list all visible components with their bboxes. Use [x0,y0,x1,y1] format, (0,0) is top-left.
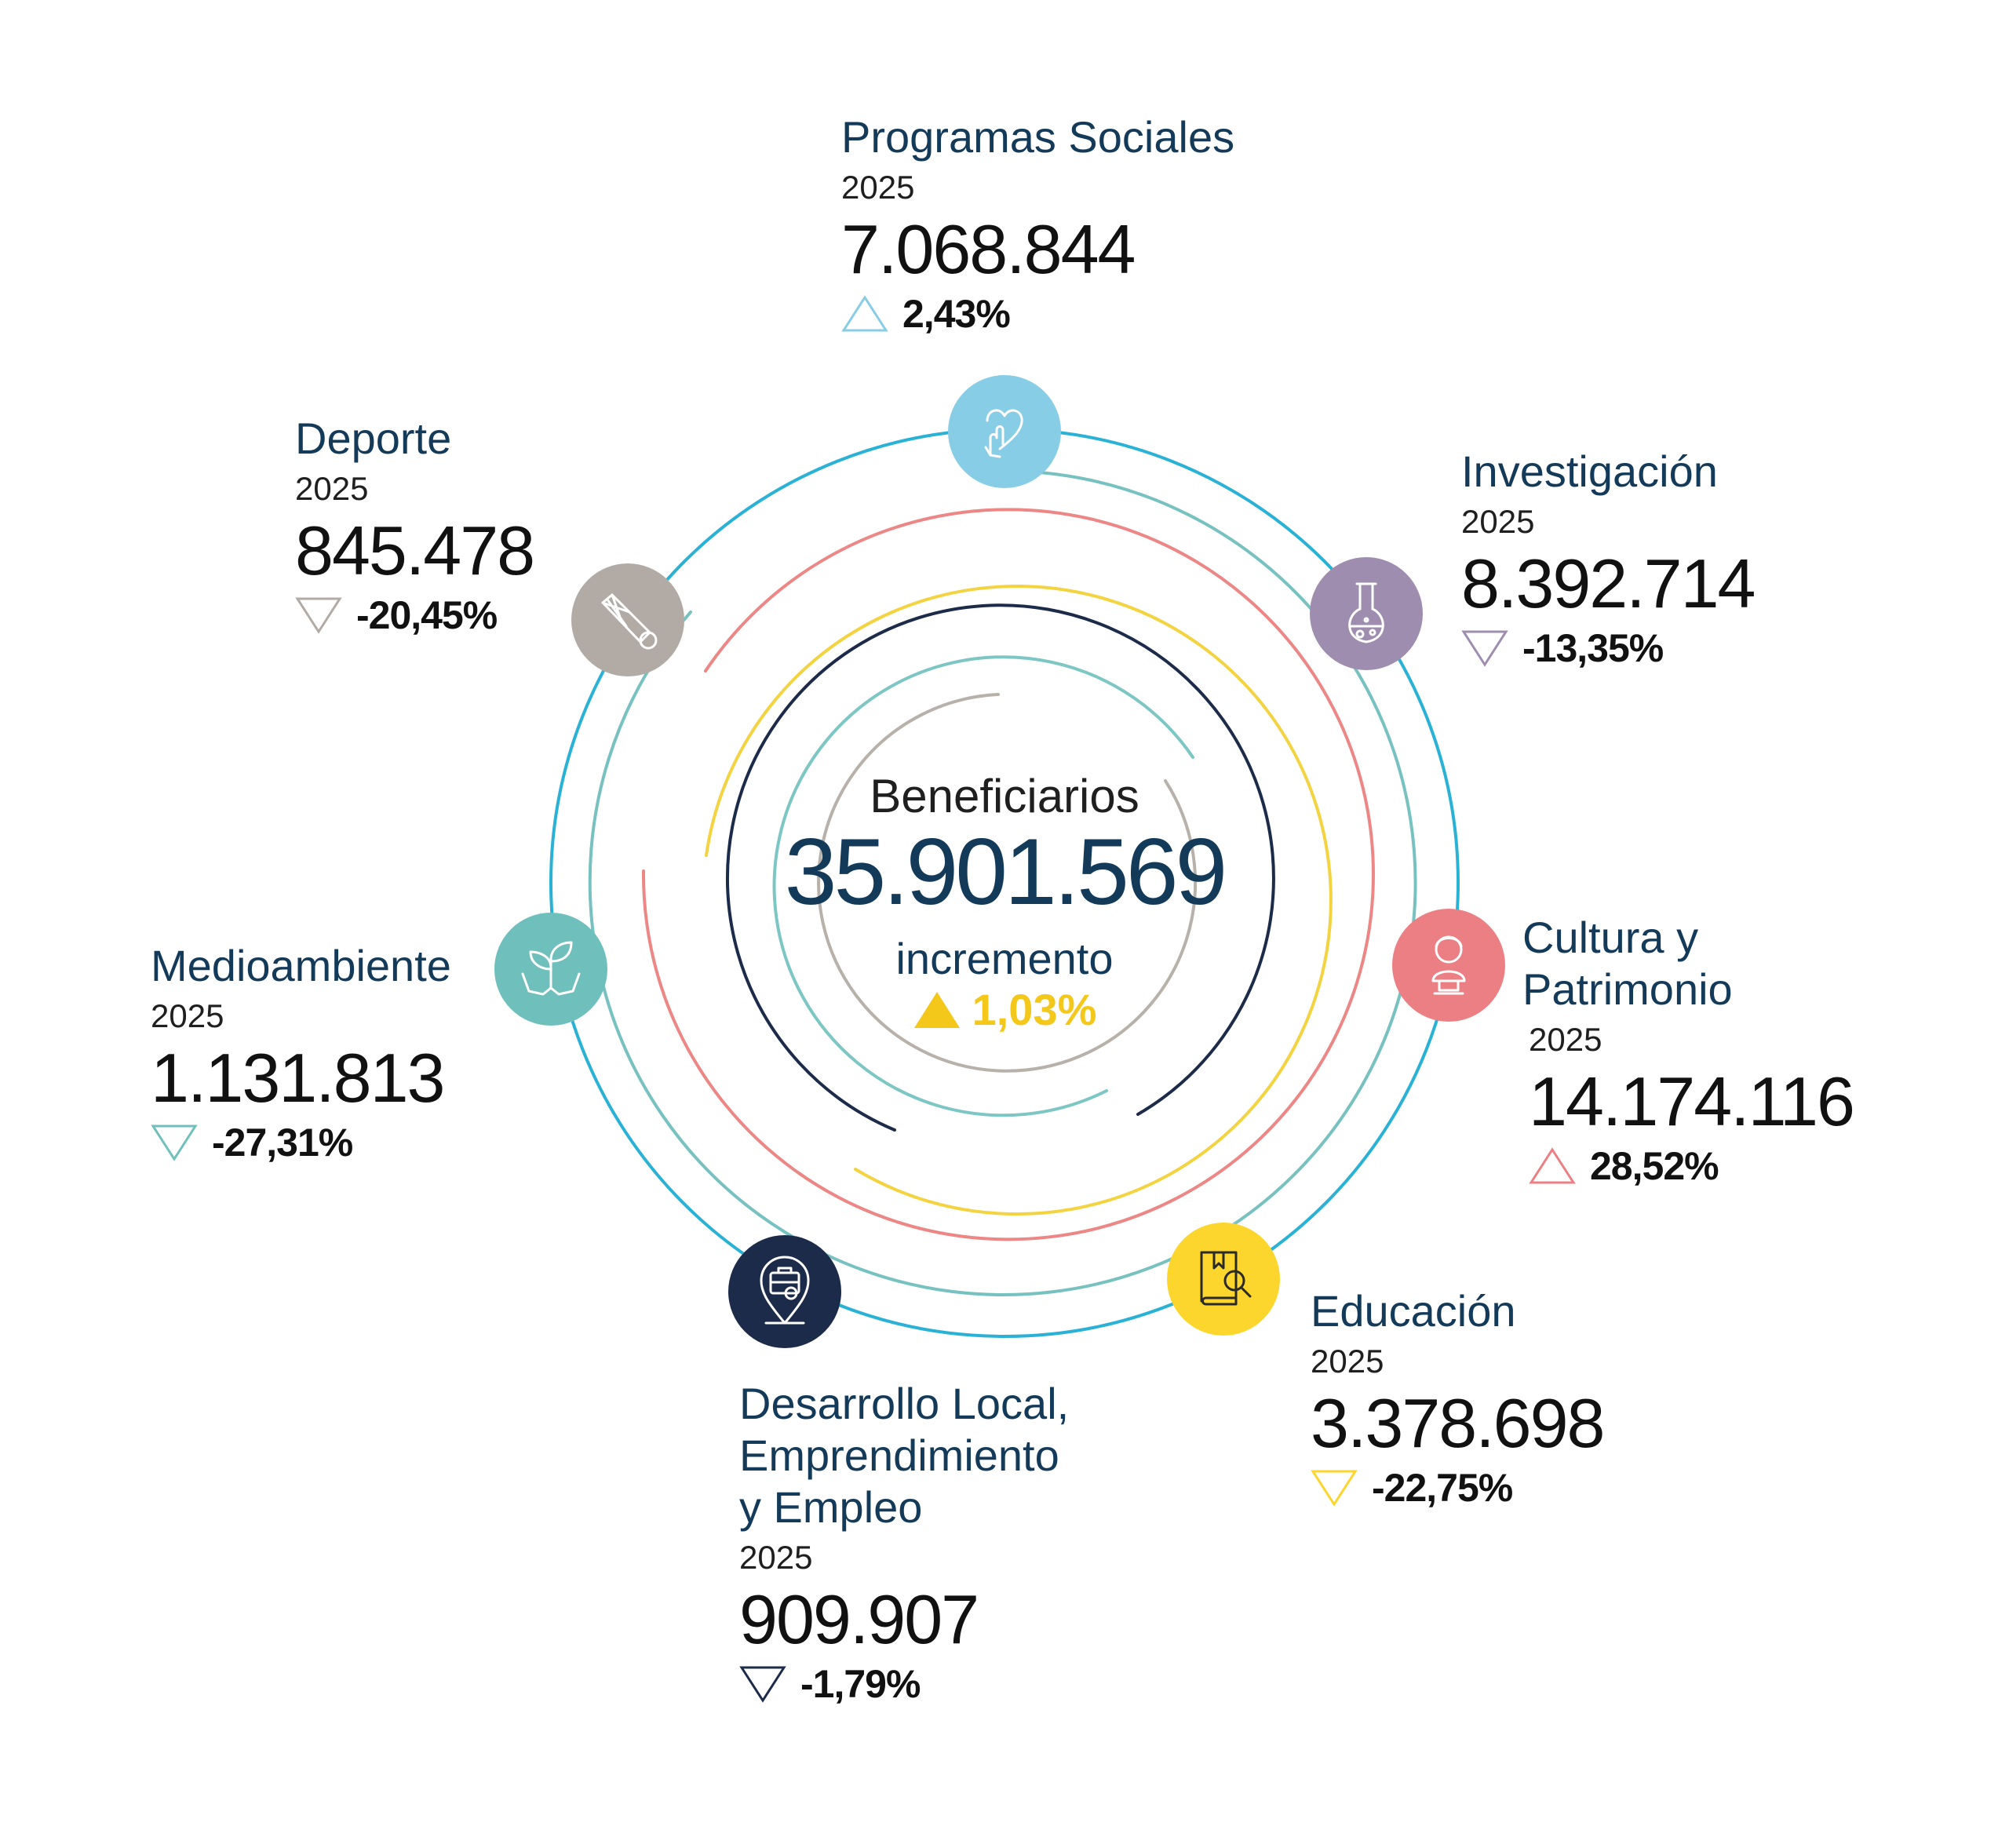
triangle-down-outline-icon [1461,630,1508,667]
category-change: 2,43% [841,292,1234,336]
heart-hand-icon [948,375,1061,488]
category-title: Investigación [1461,447,1718,496]
category-change-percent: -27,31% [212,1121,353,1165]
category-cultura-patrimonio: Cultura y Patrimonio 2025 14.174.116 28,5… [1522,912,1855,1188]
center-sub-label: incremento [895,934,1114,983]
category-change: 28,52% [1529,1144,1854,1188]
center-summary: Beneficiarios 35.901.569 incremento 1,03… [769,769,1240,1034]
ring-navy [725,603,1275,1132]
category-year: 2025 [295,470,369,507]
center-change-percent: 1,03% [972,985,1097,1034]
category-title: Deporte [295,414,452,463]
center-label: Beneficiarios [870,770,1139,822]
category-change-percent: 28,52% [1590,1144,1719,1188]
category-change-percent: -1,79% [800,1662,921,1706]
category-change: -1,79% [739,1662,1069,1706]
category-change-percent: -13,35% [1522,626,1664,670]
briefcase-pin-icon [728,1235,841,1348]
category-title: Cultura y Patrimonio [1522,913,1733,1014]
category-title: Programas Sociales [841,112,1235,162]
flask-icon [1310,557,1423,670]
category-medioambiente: Medioambiente 2025 1.131.813 -27,31% [151,940,451,1165]
category-change: -20,45% [295,593,534,637]
category-year: 2025 [739,1539,813,1576]
category-year: 2025 [1311,1343,1384,1380]
ring-salmon [641,508,1375,1241]
category-value: 3.378.698 [1311,1384,1605,1462]
category-investigacion: Investigación 2025 8.392.714 -13,35% [1461,446,1756,670]
book-search-icon [1167,1223,1280,1336]
category-change-percent: 2,43% [902,292,1011,336]
category-value: 845.478 [295,512,535,589]
category-value: 14.174.116 [1529,1063,1855,1140]
category-value: 1.131.813 [151,1039,445,1117]
category-change-percent: -20,45% [356,593,498,637]
category-year: 2025 [151,997,224,1034]
category-year: 2025 [841,169,915,206]
category-value: 909.907 [739,1580,979,1658]
category-educacion: Educación 2025 3.378.698 -22,75% [1311,1285,1605,1510]
triangle-up-outline-icon [1529,1147,1576,1184]
category-programas-sociales: Programas Sociales 2025 7.068.844 2,43% [841,111,1234,336]
category-change-percent: -22,75% [1372,1466,1513,1510]
category-year: 2025 [1461,503,1535,540]
plant-hands-icon [494,913,607,1026]
category-change: -22,75% [1311,1466,1604,1510]
category-value: 8.392.714 [1461,545,1756,622]
category-title: Educación [1311,1286,1516,1336]
center-total-value: 35.901.569 [784,819,1228,924]
category-title: Desarrollo Local, Emprendimiento y Empleo [739,1379,1070,1532]
shuttlecock-icon [571,563,684,676]
ring-yellow [705,585,1333,1216]
category-change: -13,35% [1461,626,1755,670]
bust-statue-icon [1392,909,1505,1022]
category-deporte: Deporte 2025 845.478 -20,45% [295,413,535,637]
category-value: 7.068.844 [841,210,1136,288]
center-change: 1,03% [769,986,1240,1034]
triangle-up-filled-icon [913,992,960,1028]
ring-gray [817,693,1198,1073]
triangle-down-outline-icon [1311,1470,1358,1507]
ring-inner-teal [772,655,1194,1117]
category-change: -27,31% [151,1121,451,1165]
category-year: 2025 [1529,1021,1602,1058]
triangle-down-outline-icon [151,1124,198,1161]
triangle-down-outline-icon [739,1666,786,1703]
category-title: Medioambiente [151,941,451,990]
triangle-down-outline-icon [295,597,342,634]
triangle-up-outline-icon [841,295,888,332]
category-desarrollo-local: Desarrollo Local, Emprendimiento y Empleo … [739,1378,1069,1706]
